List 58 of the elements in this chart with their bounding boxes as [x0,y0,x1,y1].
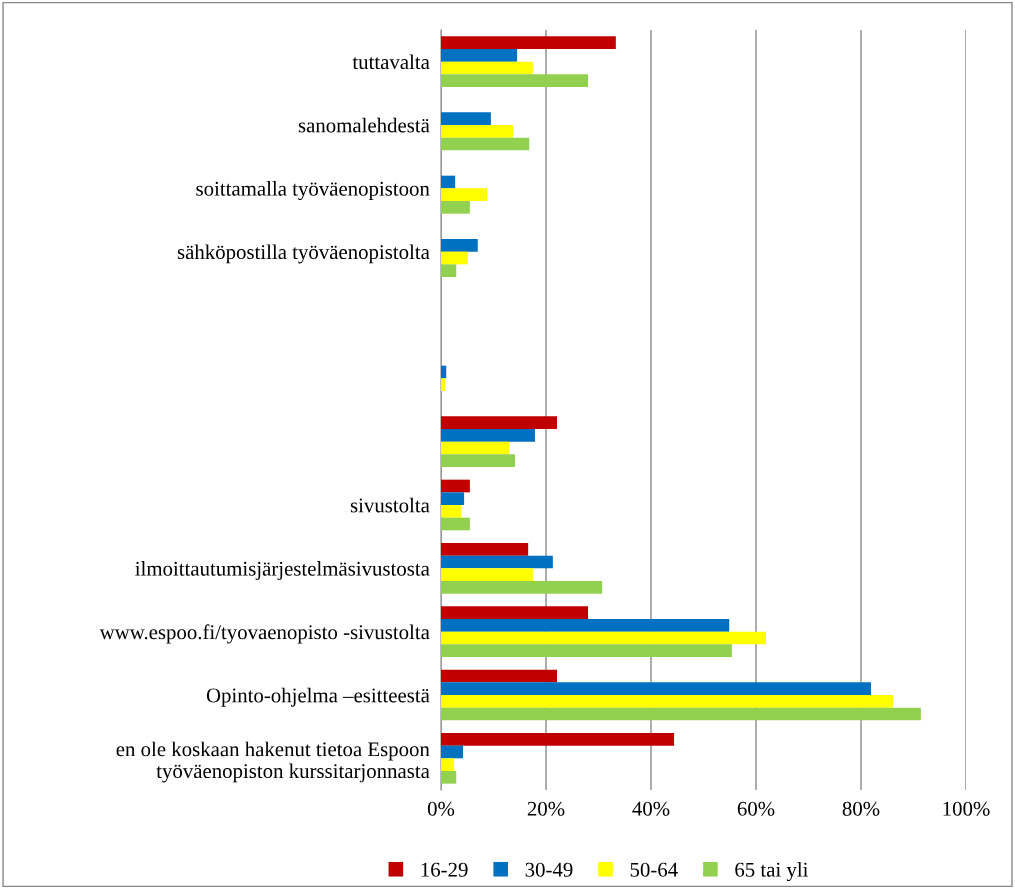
y-tick-label: sivustolta [350,497,430,513]
legend-label: 65 tai yli [735,862,809,882]
bar [441,733,675,746]
bar [441,581,603,594]
legend-label: 50-64 [630,862,678,877]
bar [441,479,470,493]
legend-label: 30-49 [525,862,573,877]
bar [441,505,461,518]
bar [441,441,510,455]
bar [441,251,468,265]
bar [441,454,516,467]
x-tick-label: 60% [737,801,775,816]
bar [441,36,616,49]
x-tick-label: 100% [943,801,990,816]
y-tick-label: ilmoittautumisjärjestelmäsivustosta [135,561,430,580]
bar [441,188,488,201]
legend-label: 16-29 [421,862,468,877]
bar [441,175,456,189]
bar [441,745,464,759]
bar [441,631,766,645]
bar [441,429,535,442]
bar [441,125,513,138]
x-tick-label: 40% [632,801,670,816]
x-tick-label: 0% [427,801,455,816]
bar [441,758,455,771]
bar [441,619,730,632]
bar [441,378,446,391]
bar [441,365,447,379]
bar [441,112,491,125]
bar [441,682,871,695]
y-tick-label: www.espoo.fi/tyovaenopisto -sivustolta [99,624,430,644]
bar [441,644,732,657]
bar [441,49,518,62]
bar [441,74,588,87]
bar [441,137,530,151]
bar [441,555,553,569]
bar [441,517,470,531]
bar [441,695,894,708]
y-tick-label: Opinto-ohjelma –esitteestä [206,687,430,707]
bar [441,61,533,75]
bar [441,264,457,277]
x-tick-label: 20% [527,801,565,816]
x-tick-label: 80% [842,801,880,816]
y-tick-label: soittamalla työväenopistoon [196,181,430,201]
bar [441,201,470,214]
bar [441,669,558,683]
bar [441,568,533,581]
bar [441,771,457,784]
bar [441,543,529,556]
bar [441,606,588,619]
y-tick-label: sähköpostilla työväenopistolta [177,244,430,264]
y-tick-label: en ole koskaan hakenut tietoa Espoon työväenopiston kurssitarjonnasta [116,741,430,783]
bar [441,707,921,721]
y-tick-label: sanomalehdestä [298,117,430,133]
y-tick-label: tuttavalta [352,54,430,70]
bar [441,492,465,505]
bar [441,416,558,429]
bar [441,239,478,252]
